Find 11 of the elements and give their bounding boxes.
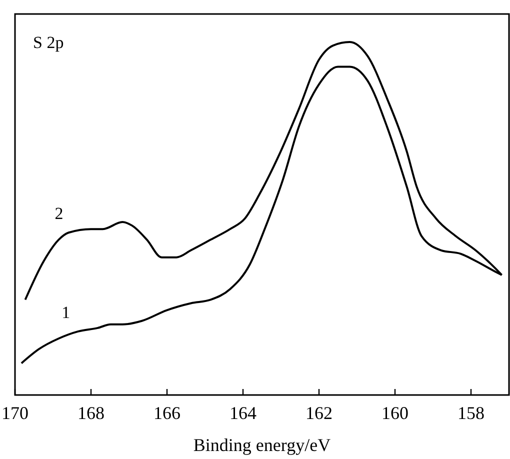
series-label: 2 <box>54 204 64 224</box>
x-tick-label: 170 <box>2 403 28 423</box>
series-label: 1 <box>62 302 70 322</box>
x-tick-label: 158 <box>458 403 484 423</box>
x-axis-title: Binding energy/eV <box>193 435 331 455</box>
x-tick-label: 160 <box>382 403 408 423</box>
x-tick-label: 168 <box>78 403 104 423</box>
x-tick-label: 166 <box>154 403 180 423</box>
chart-title: S 2p <box>33 33 64 52</box>
x-tick-label: 164 <box>230 403 256 423</box>
x-tick-label: 162 <box>306 403 332 423</box>
